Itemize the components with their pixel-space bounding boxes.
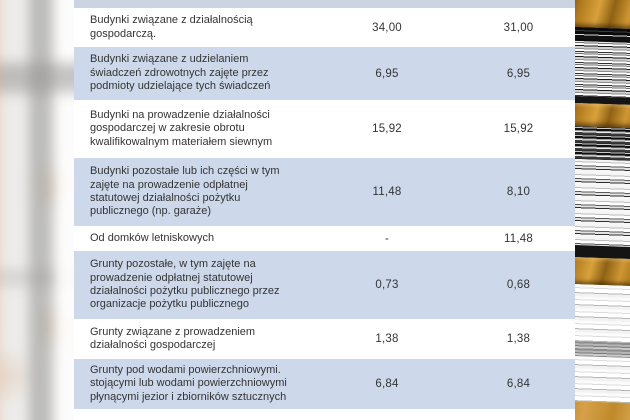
row-value-1: 1,38 — [375, 333, 399, 345]
row-value-1: 0,73 — [375, 279, 399, 291]
row-label: Budynki pozostałe lub ich części w tym z… — [90, 165, 280, 218]
table-row: Od domków letniskowych - 11,48 — [74, 226, 575, 251]
table-row: Grunty pod wodami powierzchniowymi. stoj… — [74, 359, 575, 410]
row-label: Od domków letniskowych — [90, 231, 215, 244]
table-row: Budynki na prowadzenie działalności gosp… — [74, 100, 575, 158]
row-value-1: 6,84 — [375, 378, 399, 391]
row-value-2: 1,38 — [506, 333, 531, 345]
paper-stack — [575, 0, 630, 420]
row-value-2: 6,84 — [506, 378, 531, 391]
row-value-2: 0,68 — [506, 279, 531, 291]
book-cover — [575, 0, 630, 30]
book-cover — [575, 256, 630, 287]
blurred-document-photo — [0, 0, 74, 420]
row-value-2: 11,48 — [504, 232, 533, 245]
table-row-partial-top — [74, 0, 575, 8]
blur-layer — [0, 0, 74, 420]
paper-edges — [575, 283, 630, 344]
stacked-documents-photo — [575, 0, 630, 420]
tax-rates-table: Budynki związane z działalnością gospoda… — [74, 0, 575, 420]
row-label: Budynki związane z działalnością gospoda… — [90, 14, 253, 40]
row-label: Grunty związane z prowadzeniem działalno… — [90, 325, 256, 351]
row-value-2: 15,92 — [503, 123, 534, 135]
table-row: Budynki związane z udzielaniem świadczeń… — [74, 47, 575, 100]
row-value-1: 15,92 — [372, 123, 402, 135]
book-cover — [575, 102, 630, 129]
row-value-1: 11,48 — [372, 186, 402, 198]
paper-edges — [575, 40, 630, 99]
table-row-partial-bottom — [74, 409, 575, 420]
paper-edges — [575, 158, 630, 248]
book-cover — [575, 400, 630, 420]
row-label: Grunty pozostałe, w tym zajęte na prowad… — [90, 258, 280, 311]
row-value-1: 6,95 — [375, 67, 399, 80]
paper-edges — [575, 355, 630, 404]
row-label: Budynki na prowadzenie działalności gosp… — [90, 108, 273, 148]
row-label: Budynki związane z udzielaniem świadczeń… — [90, 53, 271, 93]
row-value-1: 34,00 — [372, 21, 402, 34]
paper-edges — [575, 125, 630, 162]
row-label: Grunty pod wodami powierzchniowymi. stoj… — [90, 364, 287, 403]
row-value-2: 31,00 — [503, 21, 534, 34]
table-row: Grunty związane z prowadzeniem działalno… — [74, 319, 575, 359]
row-value-2: 8,10 — [506, 186, 531, 198]
table-row: Budynki związane z działalnością gospoda… — [74, 8, 575, 47]
table-row: Grunty pozostałe, w tym zajęte na prowad… — [74, 251, 575, 319]
row-value-1: - — [384, 232, 390, 245]
row-value-2: 6,95 — [506, 67, 531, 80]
table-row: Budynki pozostałe lub ich części w tym z… — [74, 158, 575, 226]
